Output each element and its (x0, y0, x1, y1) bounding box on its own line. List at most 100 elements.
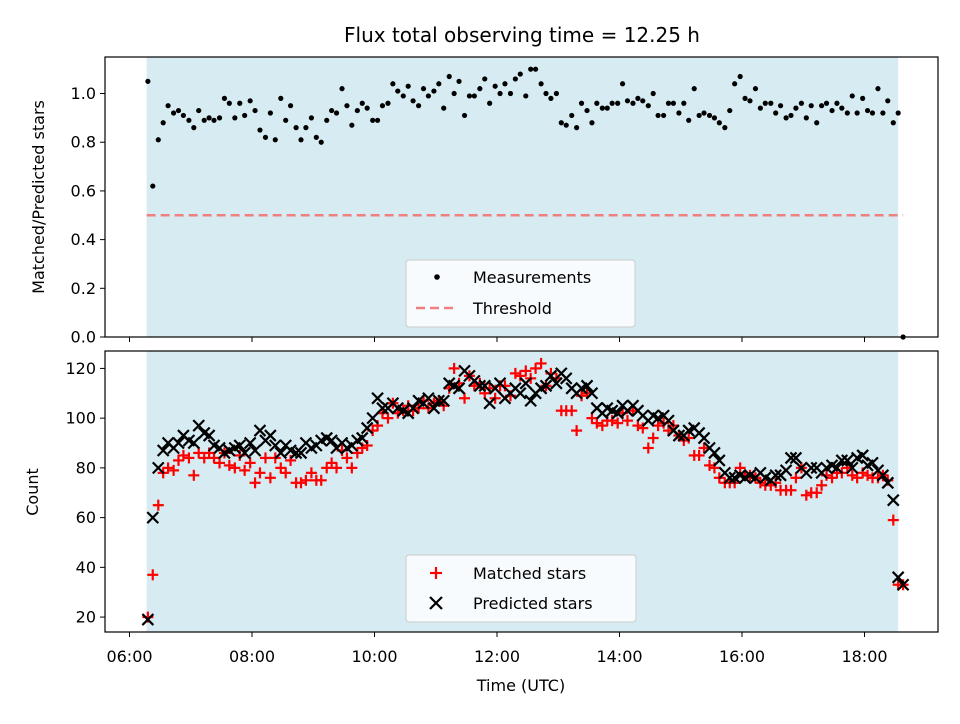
measurement-point (686, 117, 692, 123)
predicted-star-point (493, 377, 507, 390)
measurement-point (196, 107, 202, 114)
predicted-star-point (253, 424, 267, 437)
chart-title: Flux total observing time = 12.25 h (344, 23, 700, 47)
predicted-star-point (371, 391, 384, 405)
matched-star-point (693, 449, 705, 461)
measurement-point (492, 83, 498, 89)
measurement-point (370, 117, 376, 123)
measurement-point (267, 110, 273, 116)
matched-star-point (647, 432, 659, 444)
matched-star-point (249, 477, 261, 489)
matched-star-point (305, 467, 317, 479)
matched-star-point (591, 417, 603, 429)
predicted-star-point (708, 446, 721, 460)
measurement-point (615, 100, 621, 106)
measurement-point (349, 122, 355, 128)
measurement-point (451, 90, 457, 97)
measurement-point (283, 117, 289, 123)
measurement-point (247, 98, 253, 104)
predicted-star-point (585, 386, 599, 400)
matched-star-point (346, 462, 358, 474)
x-axis-label: Time (UTC) (476, 676, 565, 695)
matched-star-point (571, 425, 583, 437)
predicted-star-point (580, 379, 594, 393)
measurement-point (890, 120, 896, 126)
matched-star-point (321, 462, 333, 474)
matched-star-point (223, 459, 235, 471)
measurement-point (624, 98, 631, 104)
matched-star-point (459, 392, 471, 404)
matched-star-point (280, 467, 292, 479)
top-y-tick-label: 0.4 (71, 230, 96, 249)
predicted-star-point (891, 571, 905, 584)
measurement-point (757, 105, 763, 111)
predicted-star-point (248, 444, 262, 457)
top-y-tick-label: 0.2 (71, 279, 96, 298)
predicted-star-point (804, 461, 818, 475)
predicted-star-point (422, 391, 435, 405)
top-panel: 0.0 0.2 0.4 0.6 0.8 1.0 Matched/Predicted sta… (29, 56, 939, 347)
measurement-point (793, 105, 799, 111)
predicted-star-point (519, 377, 533, 390)
measurement-point (339, 86, 345, 92)
matched-star-point (214, 457, 226, 469)
measurement-point (405, 83, 411, 89)
measurement-point (650, 90, 656, 97)
measurement-point (548, 95, 554, 101)
measurement-point (829, 107, 835, 114)
measurement-point (145, 78, 151, 84)
predicted-star-point (427, 401, 441, 415)
predicted-star-point (483, 396, 496, 410)
measurement-point (875, 86, 881, 92)
matched-star-point (326, 457, 338, 469)
matched-star-point (606, 415, 618, 427)
top-y-ticks: 0.0 0.2 0.4 0.6 0.8 1.0 (71, 84, 105, 347)
matched-star-point (285, 454, 297, 466)
measurement-point (374, 117, 381, 123)
predicted-star-point (550, 377, 563, 390)
measurement-point (783, 115, 789, 121)
matched-star-point (811, 487, 823, 499)
legend-matched-marker (430, 567, 442, 579)
predicted-star-point (478, 379, 492, 393)
measurement-point (523, 93, 529, 99)
x-tick-label: 16:00 (719, 647, 765, 666)
top-x-ticks (129, 337, 865, 342)
matched-star-point (596, 420, 608, 432)
measurement-point (160, 120, 166, 126)
x-tick-label: 12:00 (474, 647, 520, 666)
measurement-point (661, 112, 667, 119)
measurement-point (619, 81, 626, 87)
matched-star-point (315, 474, 327, 486)
predicted-star-point (406, 401, 420, 415)
measurement-point (385, 100, 391, 106)
matched-star-point (382, 412, 394, 424)
legend-measurements-label: Measurements (473, 268, 591, 287)
predicted-star-point (845, 461, 859, 475)
measurement-point (180, 112, 186, 119)
predicted-star-point (672, 429, 686, 442)
measurement-point (681, 100, 687, 106)
matched-star-point (198, 452, 210, 464)
measurement-point (298, 137, 304, 143)
measurement-point (487, 100, 493, 106)
measurement-point (324, 117, 330, 123)
measurement-point (885, 98, 891, 104)
predicted-star-point (881, 476, 895, 490)
matched-star-point (300, 474, 312, 486)
matched-star-point (259, 452, 271, 464)
measurement-point (441, 105, 447, 111)
measurement-point (456, 78, 462, 84)
matched-star-point (168, 464, 180, 476)
measurement-point (308, 115, 315, 121)
measurement-point (711, 115, 718, 121)
predicted-star-point (784, 451, 798, 465)
matched-star-point (698, 442, 710, 454)
measurement-point (701, 110, 707, 116)
measurement-point (578, 100, 585, 106)
measurement-point (278, 95, 284, 101)
measurement-point (553, 90, 560, 97)
x-tick-label: 10:00 (351, 647, 397, 666)
measurement-point (860, 95, 866, 101)
predicted-star-point (360, 421, 374, 435)
